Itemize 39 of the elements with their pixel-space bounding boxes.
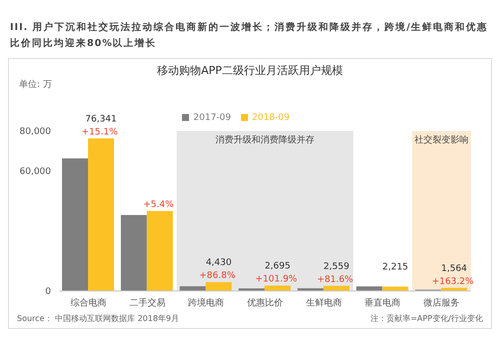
- x-tick-label: 优惠比价: [247, 297, 283, 308]
- bar: [206, 282, 232, 291]
- text: 注：贡献率=APP变化/行业变化: [370, 313, 483, 324]
- y-tick-label: 60,000: [20, 167, 52, 178]
- y-tick-label: 0: [45, 287, 52, 298]
- x-tick-label: 二手交易: [129, 297, 166, 308]
- annotation: +15.1%: [82, 127, 118, 138]
- annotation: +81.6%: [316, 274, 354, 285]
- data-label: 2,695: [264, 262, 290, 272]
- y-axis-title: 单位: 万: [19, 78, 53, 91]
- data-label: 4,430: [206, 258, 232, 268]
- band-label: 消费升级和消费降级并存: [216, 134, 314, 146]
- data-label: 76,341: [85, 114, 117, 124]
- band-label: 社交裂变影响: [414, 134, 469, 146]
- bar: [382, 286, 408, 291]
- annotation: +5.4%: [143, 200, 174, 210]
- x-tick-label: 生鲜电商: [306, 297, 342, 308]
- bar: [264, 286, 291, 291]
- bar: [120, 215, 147, 291]
- legend-label: 2018-09: [252, 113, 290, 123]
- x-tick-label: 垂直电商: [364, 297, 401, 308]
- chart-title: III. 用户下沉和社交玩法拉动综合电商新的一波增长；消费升级和降级并存，跨境/生鲜电商和优惠比价同比均迎来80%以上增长: [10, 20, 489, 51]
- source-note: Source： 中国移动互联网数据库 2018年9月: [17, 313, 180, 324]
- x-tick-label: 跨境电商: [188, 297, 224, 308]
- chart-subtitle: 移动购物APP二级行业月活跃用户规模: [156, 63, 344, 78]
- data-label: 2,215: [382, 262, 408, 273]
- y-tick-label: 80,000: [20, 127, 52, 138]
- annotation: +86.8%: [199, 271, 236, 282]
- bar: [88, 138, 114, 291]
- annotation: +101.9%: [255, 274, 298, 285]
- data-label: 1,564: [441, 264, 468, 274]
- x-tick-label: 综合电商: [70, 297, 106, 308]
- annotation: +163.2%: [432, 276, 474, 287]
- data-label: 2,559: [324, 262, 350, 272]
- bar: [180, 286, 206, 291]
- legend-label: 2017-09: [193, 113, 231, 123]
- bar: [146, 211, 173, 291]
- x-tick-label: 微店服务: [424, 297, 460, 308]
- bar: [62, 158, 88, 291]
